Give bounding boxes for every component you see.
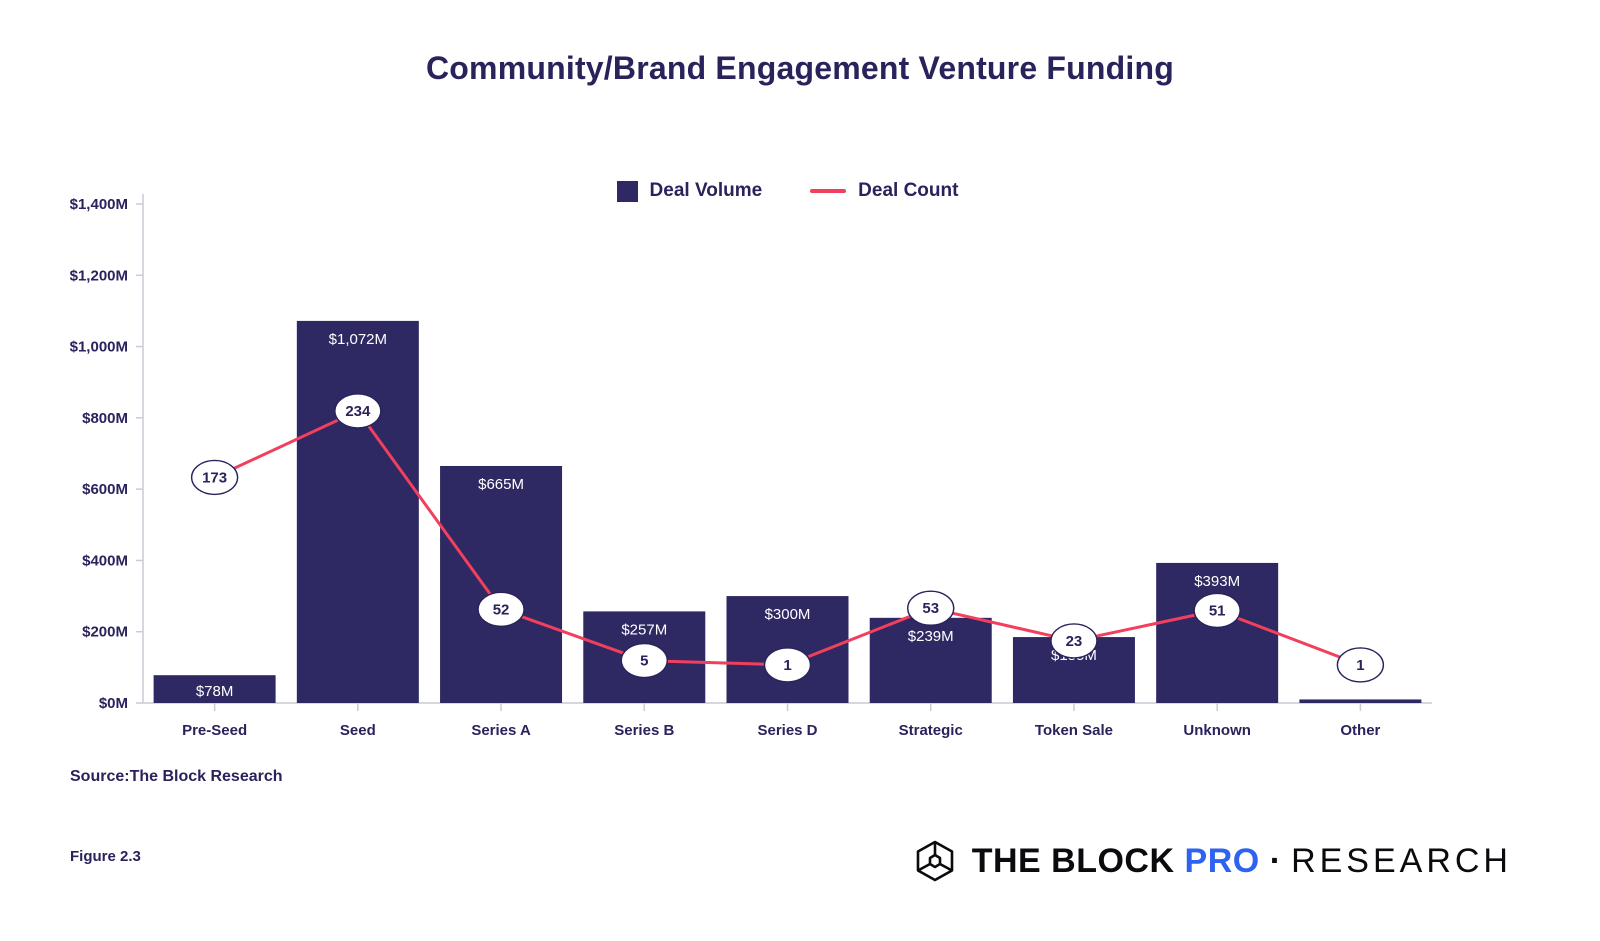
bar-value-label: $665M <box>478 476 524 493</box>
y-tick-label: $200M <box>82 624 128 641</box>
bar-value-label: $257M <box>621 621 667 638</box>
bar-value-label: $300M <box>765 606 811 623</box>
y-tick-label: $1,000M <box>70 339 128 356</box>
deal-count-line-swatch <box>810 189 847 193</box>
figure-label: Figure 2.3 <box>70 848 141 865</box>
deal-count-value: 1 <box>783 657 791 674</box>
logo-separator: · <box>1269 841 1282 880</box>
deal-count-value: 234 <box>345 403 371 420</box>
source-note: Source:The Block Research <box>70 768 283 785</box>
y-tick-label: $800M <box>82 410 128 427</box>
bar-value-label: $239M <box>908 628 954 645</box>
deal-count-marker <box>334 393 382 429</box>
x-axis-label: Token Sale <box>1035 722 1113 739</box>
deal-count-value: 52 <box>493 601 510 618</box>
x-axis-label: Other <box>1340 722 1380 739</box>
bar-value-label: $78M <box>196 683 234 700</box>
deal-count-marker <box>620 642 668 679</box>
bar <box>869 617 992 703</box>
y-tick-label: $1,200M <box>70 267 128 284</box>
x-axis-label: Pre-Seed <box>182 722 247 739</box>
bar <box>153 675 276 703</box>
deal-count-marker <box>477 591 525 628</box>
deal-count-marker <box>190 459 239 496</box>
the-block-pro-research-logo: THE BLOCK PRO · RESEARCH <box>912 838 1512 884</box>
logo-research: RESEARCH <box>1291 841 1512 880</box>
bar <box>1299 699 1422 703</box>
funding-chart: $0M $200M $400M $600M $800M $1,000M $1,200M $1,… <box>70 194 1432 739</box>
bar <box>1156 562 1279 703</box>
deal-count-marker <box>1336 647 1385 683</box>
logo-text: THE BLOCK PRO · RESEARCH <box>972 842 1512 881</box>
x-axis-label: Series A <box>471 722 531 739</box>
deal-count-value: 1 <box>1356 657 1364 674</box>
x-axis-label: Seed <box>340 722 376 739</box>
x-axis-label: Series B <box>614 722 674 739</box>
deal-count-value: 51 <box>1209 602 1226 619</box>
deal-volume-swatch <box>616 180 638 202</box>
bar <box>440 465 563 703</box>
deal-count-value: 173 <box>202 469 227 486</box>
legend-item-deal-count: Deal Count <box>810 180 958 202</box>
legend-item-deal-volume: Deal Volume <box>616 180 763 202</box>
y-tick-label: $400M <box>82 552 128 569</box>
deal-count-marker <box>1050 623 1098 659</box>
deal-count-marker <box>763 647 812 683</box>
bar-value-label: $1,072M <box>329 331 387 348</box>
deal-count-value: 53 <box>922 600 939 617</box>
deal-count-marker <box>907 590 955 626</box>
deal-count-value: 23 <box>1066 633 1083 650</box>
x-axis-label: Strategic <box>899 722 963 739</box>
x-axis-label: Series D <box>757 722 817 739</box>
y-tick-label: $0M <box>99 695 128 712</box>
bar-value-label: $393M <box>1194 573 1240 590</box>
logo-pro: PRO <box>1184 841 1260 880</box>
legend: Deal Volume Deal Count <box>143 180 1432 202</box>
y-tick-label: $1,400M <box>70 196 128 213</box>
deal-count-value: 5 <box>640 653 648 670</box>
deal-count-label: Deal Count <box>858 180 959 201</box>
y-tick-label: $600M <box>82 481 128 498</box>
logo-the-block: THE BLOCK <box>971 841 1175 880</box>
deal-volume-label: Deal Volume <box>649 180 763 201</box>
block-cube-icon <box>916 840 954 882</box>
x-axis-label: Unknown <box>1183 722 1251 739</box>
page-title: Community/Brand Engagement Venture Fundi… <box>426 50 1174 86</box>
deal-count-marker <box>1193 592 1241 629</box>
bar <box>296 320 419 703</box>
